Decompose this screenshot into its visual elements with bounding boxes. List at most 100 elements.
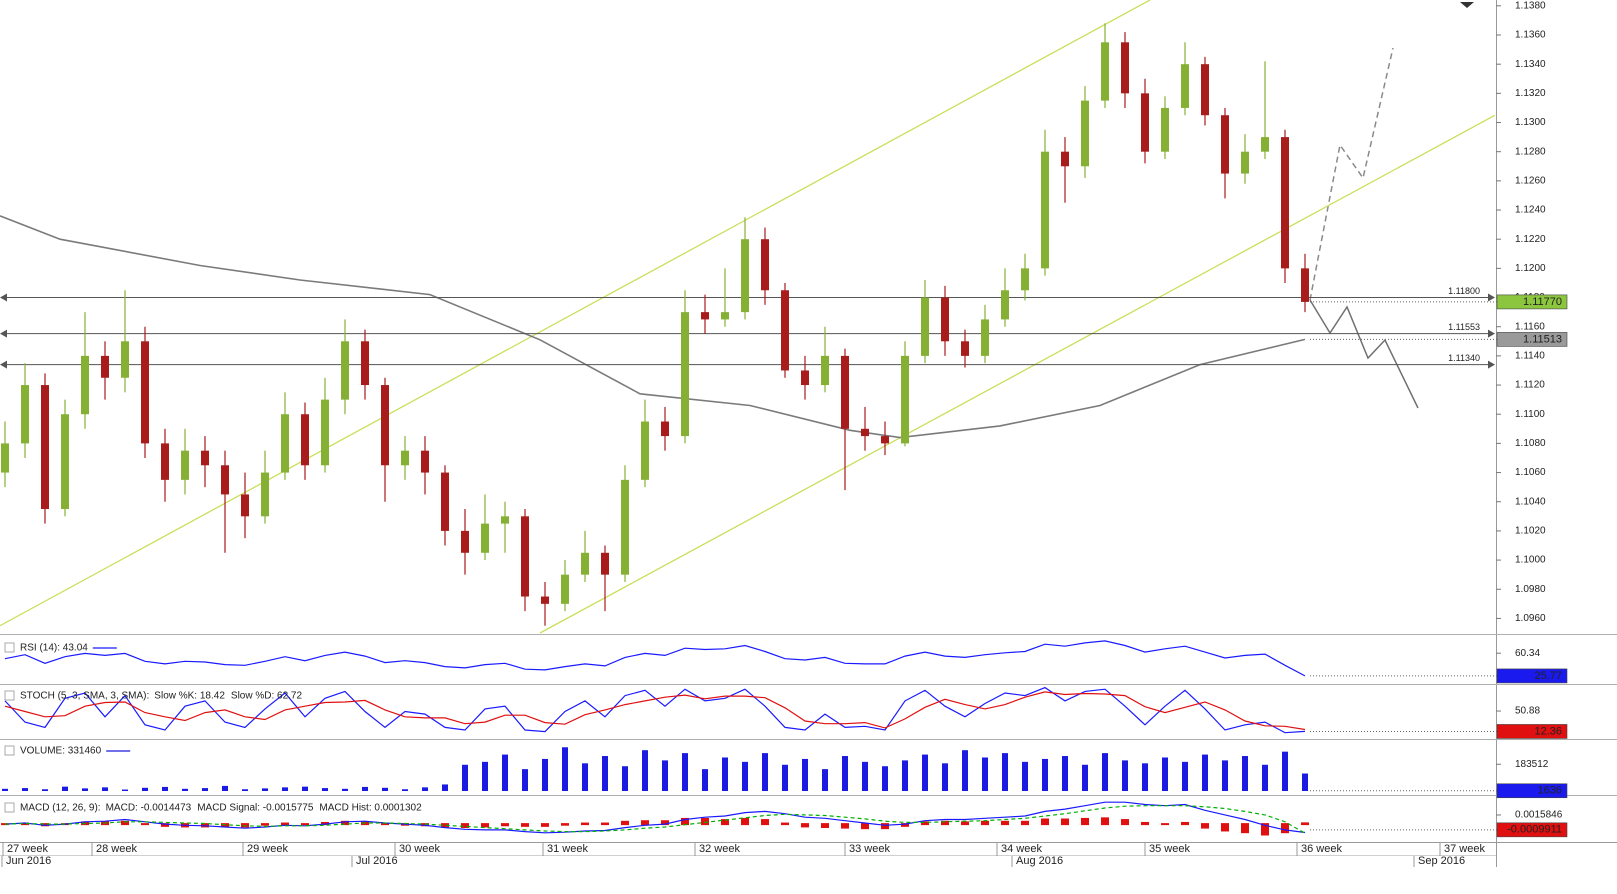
marker-label: 12.36: [1534, 725, 1562, 737]
x-tick-label: 33 week: [849, 843, 890, 855]
candle-body: [501, 516, 509, 524]
level-label: 1.11340: [1448, 353, 1480, 363]
candle-body: [961, 341, 969, 356]
histogram-bar: [781, 822, 789, 826]
candle-body: [1, 443, 9, 473]
candle-body: [861, 428, 869, 437]
y-tick-label: 1.1100: [1515, 409, 1545, 420]
volume-bar: [402, 789, 408, 791]
candle-body: [981, 319, 989, 356]
histogram-bar: [261, 823, 269, 826]
histogram-bar: [1101, 817, 1109, 826]
candle-body: [1221, 115, 1229, 174]
volume-bar: [422, 787, 428, 791]
y-tick-label: 1.1280: [1515, 146, 1546, 157]
candle-body: [901, 355, 909, 444]
volume-bar: [122, 789, 128, 791]
level-arrow: [1488, 360, 1495, 369]
legend-entry: Slow %D: 62.72: [231, 691, 303, 702]
x-tick-label: 32 week: [699, 843, 740, 855]
volume-bar: [302, 786, 308, 791]
volume-bar: [202, 788, 208, 791]
volume-bar: [42, 789, 48, 791]
histogram-bar: [1001, 820, 1009, 826]
histogram-bar: [921, 821, 929, 826]
candle-body: [561, 574, 569, 604]
candle-body: [721, 312, 729, 320]
histogram-bar: [1181, 821, 1189, 826]
volume-bar: [742, 761, 748, 791]
candle-body: [881, 436, 889, 444]
histogram-bar: [461, 823, 469, 828]
legend-title: VOLUME: 331460: [20, 746, 102, 757]
volume-bar: [502, 754, 508, 791]
histogram-bar: [281, 822, 289, 826]
legend-entry: Slow %K: 18.42: [154, 691, 225, 702]
volume-bar: [1042, 758, 1048, 791]
channel-line: [539, 114, 1496, 634]
volume-bar: [222, 785, 228, 791]
histogram-bar: [1261, 823, 1269, 836]
histogram-bar: [521, 823, 529, 827]
histogram-bar: [541, 823, 549, 827]
volume-bar: [1262, 764, 1268, 791]
candle-body: [541, 596, 549, 604]
y-tick-label: 1.1300: [1515, 117, 1546, 128]
marker-label: 1.11770: [1523, 296, 1562, 308]
histogram-bar: [601, 822, 609, 826]
histogram-bar: [801, 823, 809, 828]
level-arrow: [0, 293, 7, 302]
menu-arrow[interactable]: [1460, 2, 1474, 8]
candle-body: [101, 355, 109, 378]
volume-bar: [342, 788, 348, 791]
month-label: Aug 2016: [1016, 855, 1063, 867]
marker-box: [1496, 294, 1568, 310]
candle-body: [1081, 100, 1089, 167]
candle-body: [1161, 107, 1169, 152]
y-tick-label: 60.34: [1515, 648, 1540, 659]
volume-bar: [1142, 763, 1148, 791]
volume-bar: [802, 758, 808, 791]
y-tick-label: 1.1120: [1515, 380, 1545, 391]
candle-body: [641, 421, 649, 480]
volume-bar: [1162, 757, 1168, 791]
volume-bar: [882, 766, 888, 791]
histogram-bar: [861, 823, 869, 830]
month-label: Jul 2016: [356, 855, 398, 867]
histogram-bar: [341, 820, 349, 826]
candle-body: [361, 341, 369, 386]
histogram-bar: [741, 817, 749, 826]
candle-body: [801, 370, 809, 386]
histogram-bar: [1161, 823, 1169, 826]
histogram-bar: [21, 822, 29, 826]
histogram-bar: [1141, 821, 1149, 826]
volume-bar: [2, 788, 8, 791]
candle-body: [1041, 151, 1049, 269]
marker-label: 25.77: [1534, 670, 1562, 682]
volume-bar: [902, 760, 908, 791]
candle-body: [261, 472, 269, 517]
volume-bar: [542, 758, 548, 791]
y-tick-label: 1.0980: [1515, 584, 1546, 595]
histogram-bar: [941, 820, 949, 826]
y-tick-label: 1.1240: [1515, 205, 1546, 216]
volume-bar: [582, 763, 588, 791]
marker-label: 1.11513: [1523, 333, 1562, 345]
volume-bar: [162, 786, 168, 791]
candle-body: [1141, 93, 1149, 152]
volume-bar: [702, 769, 708, 791]
volume-bar: [642, 750, 648, 791]
candle-body: [701, 312, 709, 320]
legend-title: STOCH (5, 3, SMA, 3, SMA):: [20, 691, 149, 702]
histogram-bar: [621, 820, 629, 826]
volume-bar: [362, 786, 368, 791]
volume-bar: [462, 764, 468, 791]
y-tick-label: 1.1080: [1515, 438, 1546, 449]
histogram-bar: [141, 823, 149, 826]
candle-body: [221, 465, 229, 495]
candle-body: [481, 523, 489, 553]
candle-body: [941, 297, 949, 342]
y-tick-label: 1.1200: [1515, 263, 1546, 274]
